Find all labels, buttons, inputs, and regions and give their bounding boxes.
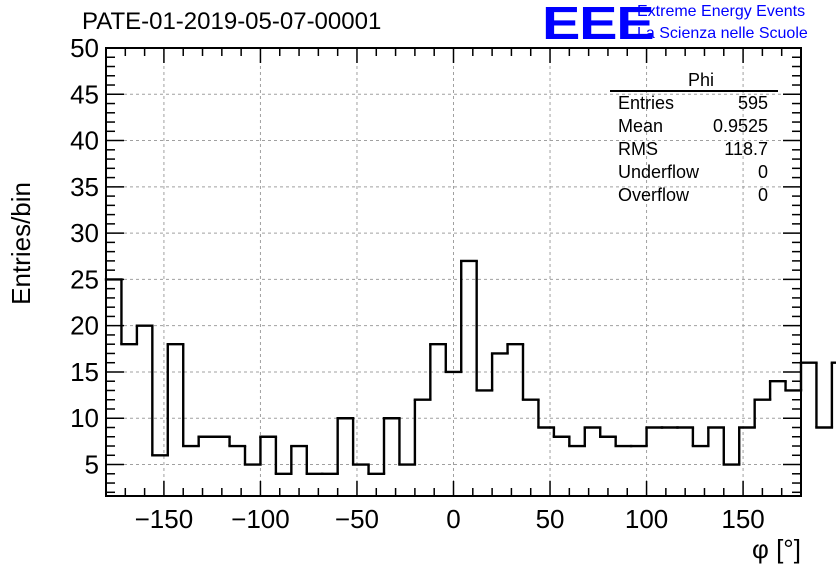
axes bbox=[105, 47, 802, 497]
stats-row-rms: RMS 118.7 bbox=[610, 138, 778, 161]
histogram-bin bbox=[290, 444, 308, 474]
y-tick-label: 5 bbox=[85, 450, 99, 480]
histogram-bin bbox=[135, 324, 154, 345]
stats-row-entries: Entries 595 bbox=[610, 92, 778, 115]
histogram-bin bbox=[583, 426, 602, 447]
y-axis-label-wrap: Entries/bin bbox=[6, 182, 36, 342]
tick-labels: −150 −100 −50 0 50 100 150 5 10 15 20 25 30 35 40 45 50 bbox=[70, 33, 765, 534]
histogram-bin bbox=[382, 417, 401, 474]
x-tick-label: 150 bbox=[721, 504, 764, 534]
x-tick-label: −50 bbox=[335, 504, 379, 534]
logo-caption-line-1: Extreme Energy Events bbox=[637, 3, 806, 20]
histogram-bin bbox=[707, 426, 725, 447]
stats-value: 118.7 bbox=[724, 139, 768, 159]
histogram-bin bbox=[768, 380, 787, 400]
histogram-bin bbox=[784, 381, 803, 392]
histogram-bin bbox=[398, 418, 417, 466]
histogram-bin bbox=[274, 436, 293, 475]
histogram-bin bbox=[182, 344, 200, 448]
y-tick-label: 40 bbox=[70, 126, 99, 156]
histogram-bin bbox=[552, 427, 571, 438]
x-tick-label: 0 bbox=[446, 504, 460, 534]
x-axis-label: φ [°] bbox=[752, 534, 801, 564]
histogram-bin bbox=[799, 361, 818, 391]
histogram-bin bbox=[305, 446, 324, 475]
stats-value: 595 bbox=[737, 93, 768, 113]
logo-caption-line-2: La Scienza nelle Scuole bbox=[637, 25, 808, 42]
histogram-bin bbox=[738, 426, 756, 465]
x-tick-label: −100 bbox=[231, 504, 290, 534]
histogram-bin bbox=[243, 446, 262, 466]
y-tick-label: 20 bbox=[70, 311, 99, 341]
chart-title: PATE-01-2019-05-07-00001 bbox=[82, 8, 382, 35]
histogram-bin bbox=[722, 427, 741, 466]
histogram-bin bbox=[691, 427, 710, 448]
histogram-bin bbox=[506, 342, 525, 354]
stats-value: 0 bbox=[757, 162, 768, 182]
histogram-bin bbox=[151, 325, 169, 457]
histogram-bin bbox=[166, 342, 185, 456]
y-tick-label: 15 bbox=[70, 357, 99, 387]
histogram-bin bbox=[815, 362, 834, 429]
histogram-bin bbox=[120, 279, 139, 346]
histogram-bin bbox=[568, 436, 586, 448]
x-tick-label: 50 bbox=[536, 504, 565, 534]
histogram-bin bbox=[753, 398, 772, 428]
histogram-bin bbox=[429, 342, 447, 400]
x-tick-label: −150 bbox=[135, 504, 194, 534]
y-tick-label: 10 bbox=[70, 403, 99, 433]
stats-label: Overflow bbox=[618, 185, 690, 205]
histogram-bin bbox=[367, 464, 386, 475]
histogram-bin bbox=[490, 352, 509, 391]
stats-title: Phi bbox=[610, 70, 778, 92]
histogram-bin bbox=[259, 435, 278, 465]
histogram-bin bbox=[645, 426, 664, 447]
y-axis-label: Entries/bin bbox=[6, 182, 36, 305]
histogram-bin bbox=[460, 259, 478, 372]
histogram-bin bbox=[336, 417, 355, 474]
histogram-bin bbox=[444, 344, 463, 374]
y-tick-label: 25 bbox=[70, 264, 99, 294]
stats-value: 0.9525 bbox=[712, 116, 768, 136]
y-tick-label: 30 bbox=[70, 218, 99, 248]
histogram-bin bbox=[197, 435, 216, 447]
stats-label: Entries bbox=[618, 93, 675, 113]
histogram-bin bbox=[475, 260, 494, 392]
histogram-bin bbox=[521, 344, 540, 401]
histogram-bin bbox=[228, 436, 247, 448]
statistics-box: Phi Entries 595 Mean 0.9525 RMS 118.7 Un… bbox=[610, 70, 778, 207]
histogram-bin bbox=[599, 427, 617, 438]
stats-label: Underflow bbox=[618, 162, 700, 182]
y-tick-label: 35 bbox=[70, 172, 99, 202]
stats-label: RMS bbox=[618, 139, 658, 159]
x-tick-label: 100 bbox=[625, 504, 668, 534]
histogram-bin bbox=[351, 418, 370, 466]
histogram-bin bbox=[830, 361, 836, 428]
histogram-series bbox=[104, 259, 836, 475]
stats-label: Mean bbox=[618, 116, 664, 136]
stats-row-underflow: Underflow 0 bbox=[610, 161, 778, 184]
stats-row-overflow: Overflow 0 bbox=[610, 184, 778, 207]
stats-value: 0 bbox=[757, 185, 768, 205]
stats-row-mean: Mean 0.9525 bbox=[610, 115, 778, 138]
histogram-bin bbox=[537, 399, 556, 429]
y-tick-label: 50 bbox=[70, 33, 99, 63]
eee-logo: EEE bbox=[542, 0, 655, 49]
y-tick-label: 45 bbox=[70, 79, 99, 109]
histogram-bin bbox=[413, 398, 432, 465]
histogram-bin bbox=[614, 436, 633, 448]
